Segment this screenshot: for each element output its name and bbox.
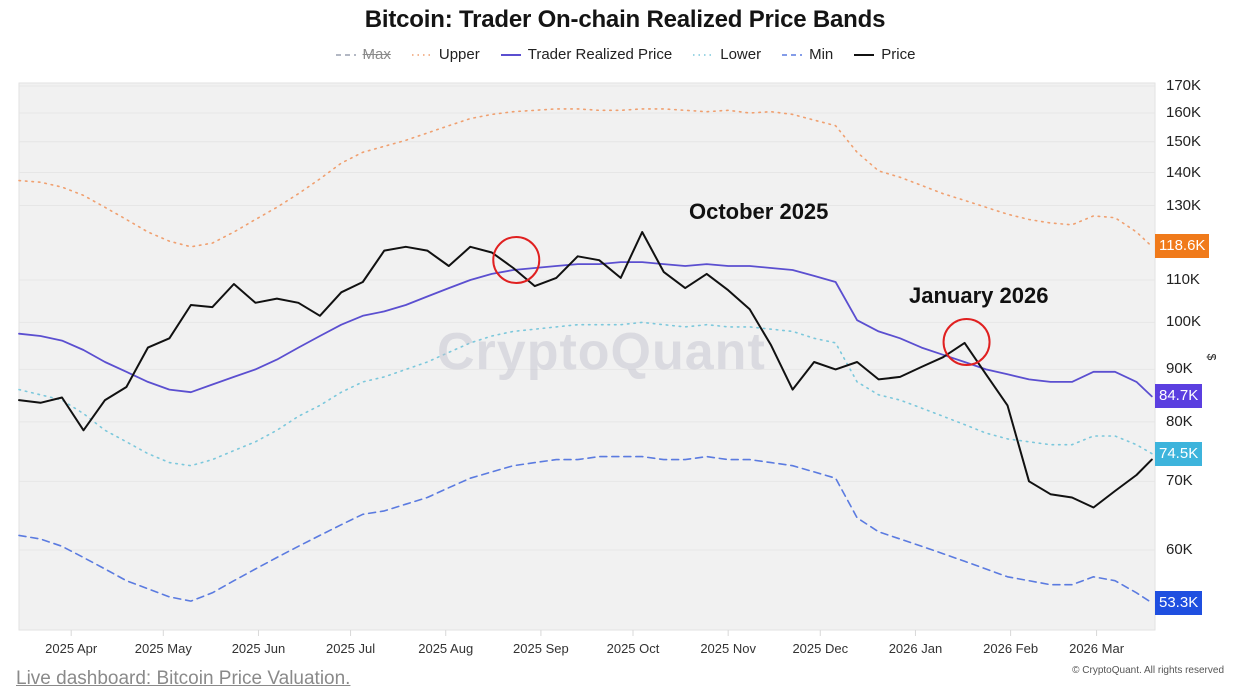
dashed-line-icon xyxy=(782,53,803,56)
y-tick-label: 90K xyxy=(1166,360,1193,378)
y-tick-label: 110K xyxy=(1166,270,1200,288)
x-tick-label: 2025 Sep xyxy=(513,641,569,656)
y-tick-label: 80K xyxy=(1166,412,1193,430)
series-trp-line xyxy=(18,261,1153,398)
y-tick-label: 160K xyxy=(1166,104,1202,122)
y-tick-label: 130K xyxy=(1166,196,1202,214)
dashed-line-icon xyxy=(335,53,356,56)
series-lower-line xyxy=(18,321,1153,467)
plot-background xyxy=(18,82,1156,631)
y-tick-label: 140K xyxy=(1166,163,1202,181)
solid-line-icon xyxy=(500,53,521,56)
x-tick-label: 2025 Oct xyxy=(606,641,660,656)
copyright-text: © CryptoQuant. All rights reserved xyxy=(1072,665,1224,676)
y-tick-label: 100K xyxy=(1166,313,1202,331)
last-value-badge: 84.7K xyxy=(1155,384,1203,409)
x-tick-label: 2025 Jun xyxy=(231,641,286,656)
dotted-line-icon xyxy=(693,53,714,56)
legend-label: Lower xyxy=(720,46,762,63)
annotation-circle xyxy=(942,318,991,366)
watermark-logo: CryptoQuant xyxy=(437,323,766,381)
legend-label: Price xyxy=(881,46,916,63)
live-dashboard-link[interactable]: Live dashboard: Bitcoin Price Valuation. xyxy=(16,668,351,689)
x-tick-label: 2026 Mar xyxy=(1069,641,1125,656)
chart-title: Bitcoin: Trader On-chain Realized Price … xyxy=(364,6,886,33)
y-tick-label: 150K xyxy=(1166,132,1202,150)
legend-label: Min xyxy=(809,46,834,63)
series-min-line xyxy=(18,455,1153,604)
legend-item-max[interactable]: Max xyxy=(335,46,391,63)
y-tick-label: 60K xyxy=(1166,541,1193,558)
legend-label: Trader Realized Price xyxy=(527,46,673,63)
y-tick-label: 170K xyxy=(1166,77,1202,95)
legend-item-upper[interactable]: Upper xyxy=(411,46,480,63)
annotation-label: October 2025 xyxy=(689,199,829,224)
last-value-badge: 118.6K xyxy=(1155,234,1210,259)
x-tick-label: 2025 Jul xyxy=(325,641,376,656)
legend-item-min[interactable]: Min xyxy=(781,46,833,63)
x-tick-label: 2025 May xyxy=(134,641,192,656)
legend-item-lower[interactable]: Lower xyxy=(692,46,761,63)
x-tick-label: 2025 Nov xyxy=(700,641,756,656)
series-price-line xyxy=(18,231,1153,509)
x-tick-label: 2025 Dec xyxy=(792,641,849,656)
x-tick-label: 2025 Aug xyxy=(418,641,474,656)
last-value-badge: 74.5K xyxy=(1155,441,1203,466)
annotation-label: January 2026 xyxy=(909,283,1049,308)
y-tick-label: 70K xyxy=(1166,472,1193,490)
legend-label: Upper xyxy=(438,46,480,63)
chart-legend: Max Upper Trader Realized Price Lower Min Pri… xyxy=(0,46,1238,63)
legend-label: Max xyxy=(362,46,391,63)
legend-item-price[interactable]: Price xyxy=(853,46,915,63)
solid-line-icon xyxy=(854,53,875,56)
x-tick-label: 2026 Jan xyxy=(888,641,943,656)
legend-item-trp[interactable]: Trader Realized Price xyxy=(500,46,673,63)
annotation-circle xyxy=(492,236,541,284)
dotted-line-icon xyxy=(411,53,432,56)
x-tick-label: 2026 Feb xyxy=(983,641,1039,656)
last-value-badge: 53.3K xyxy=(1155,590,1203,615)
x-tick-label: 2025 Apr xyxy=(45,641,98,656)
series-upper-line xyxy=(18,108,1153,248)
y-axis-unit: $ xyxy=(1204,353,1219,361)
